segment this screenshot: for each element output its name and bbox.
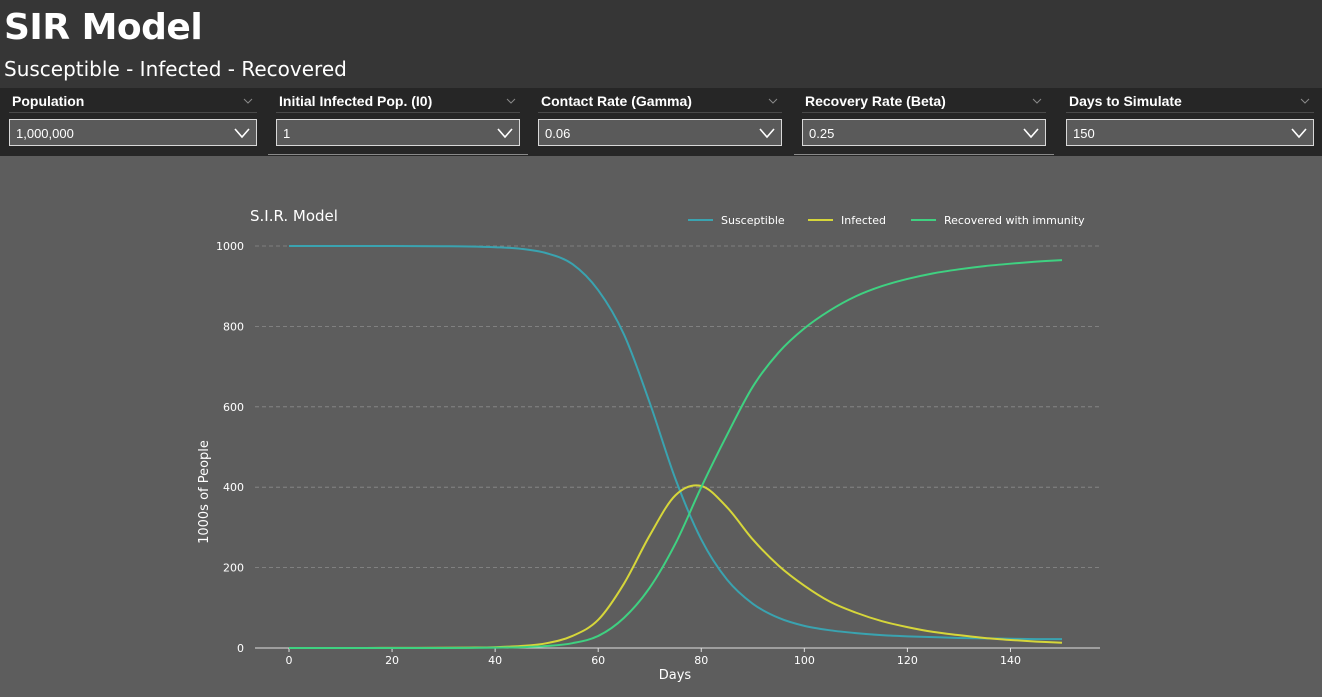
chevron-down-icon xyxy=(497,128,513,139)
population-dropdown[interactable]: 1,000,000 xyxy=(9,119,257,146)
slicer-label: Population xyxy=(12,93,85,109)
y-axis-label: 1000s of People xyxy=(197,440,212,544)
dropdown-value: 0.25 xyxy=(809,126,835,141)
chevron-down-icon xyxy=(759,128,775,139)
dropdown-value: 150 xyxy=(1073,126,1095,141)
slicer-label: Days to Simulate xyxy=(1069,93,1182,109)
series-line-susceptible xyxy=(289,244,1063,641)
filter-bar: Population 1,000,000 Initial Infected Po… xyxy=(0,88,1322,156)
chevron-down-icon xyxy=(1291,128,1307,139)
x-tick-label: 140 xyxy=(1000,654,1021,667)
dropdown-value: 1,000,000 xyxy=(16,126,74,141)
series-group xyxy=(288,244,1063,650)
x-tick-label: 60 xyxy=(591,654,605,667)
days-dropdown[interactable]: 150 xyxy=(1066,119,1314,146)
slicer-days: Days to Simulate 150 xyxy=(1066,88,1314,156)
legend-label: Recovered with immunity xyxy=(944,214,1085,227)
slicer-initial-infected: Initial Infected Pop. (I0) 1 xyxy=(268,88,528,156)
slicer-label: Initial Infected Pop. (I0) xyxy=(279,93,433,109)
x-tick-label: 20 xyxy=(385,654,399,667)
slicer-recovery-rate: Recovery Rate (Beta) 0.25 xyxy=(794,88,1054,156)
page-subtitle: Susceptible - Infected - Recovered xyxy=(4,57,347,81)
x-tick-label: 120 xyxy=(897,654,918,667)
slicer-underline xyxy=(794,154,1054,155)
chevron-down-icon[interactable] xyxy=(1300,96,1310,106)
x-tick-label: 100 xyxy=(794,654,815,667)
axes: 0 200 400 600 800 1000 0 20 40 60 80 100 120 140 xyxy=(216,240,1100,667)
slicer-contact-rate: Contact Rate (Gamma) 0.06 xyxy=(538,88,782,156)
y-tick-label: 600 xyxy=(223,401,244,414)
recovery-rate-dropdown[interactable]: 0.25 xyxy=(802,119,1046,146)
slicer-underline xyxy=(268,154,528,155)
dropdown-value: 1 xyxy=(283,126,291,141)
chevron-down-icon xyxy=(234,128,250,139)
chart-title: S.I.R. Model xyxy=(250,207,338,225)
x-axis-label: Days xyxy=(659,668,692,683)
gridlines xyxy=(255,245,1100,569)
legend-label: Susceptible xyxy=(721,214,785,227)
contact-rate-dropdown[interactable]: 0.06 xyxy=(538,119,782,146)
chevron-down-icon xyxy=(1023,128,1039,139)
slicer-header: Population xyxy=(9,88,257,113)
y-tick-label: 1000 xyxy=(216,240,244,253)
slicer-population: Population 1,000,000 xyxy=(9,88,257,156)
y-tick-label: 200 xyxy=(223,562,244,575)
chevron-down-icon[interactable] xyxy=(506,96,516,106)
chart-area: S.I.R. Model 0 200 400 600 800 1000 0 20 40 60 80 1… xyxy=(0,156,1322,693)
slicer-header: Recovery Rate (Beta) xyxy=(802,88,1046,113)
x-tick-label: 40 xyxy=(488,654,502,667)
slicer-header: Contact Rate (Gamma) xyxy=(538,88,782,113)
series-line-recovered-with-immunity xyxy=(288,259,1063,650)
page-title: SIR Model xyxy=(4,7,203,48)
chevron-down-icon[interactable] xyxy=(1032,96,1042,106)
initial-infected-dropdown[interactable]: 1 xyxy=(276,119,520,146)
slicer-label: Contact Rate (Gamma) xyxy=(541,93,692,109)
legend: Susceptible Infected Recovered with immuni… xyxy=(688,214,1085,227)
chevron-down-icon[interactable] xyxy=(768,96,778,106)
sir-line-chart: S.I.R. Model 0 200 400 600 800 1000 0 20 40 60 80 1… xyxy=(197,207,1100,683)
x-tick-label: 80 xyxy=(694,654,708,667)
x-tick-label: 0 xyxy=(286,654,293,667)
series-line-infected xyxy=(288,484,1063,650)
chevron-down-icon[interactable] xyxy=(243,96,253,106)
y-tick-label: 800 xyxy=(223,320,244,333)
slicer-header: Initial Infected Pop. (I0) xyxy=(276,88,520,113)
slicer-label: Recovery Rate (Beta) xyxy=(805,93,946,109)
y-tick-label: 0 xyxy=(237,642,244,655)
y-tick-label: 400 xyxy=(223,481,244,494)
legend-label: Infected xyxy=(841,214,886,227)
report-header: SIR Model Susceptible - Infected - Recov… xyxy=(0,0,1322,88)
slicer-header: Days to Simulate xyxy=(1066,88,1314,113)
dropdown-value: 0.06 xyxy=(545,126,571,141)
